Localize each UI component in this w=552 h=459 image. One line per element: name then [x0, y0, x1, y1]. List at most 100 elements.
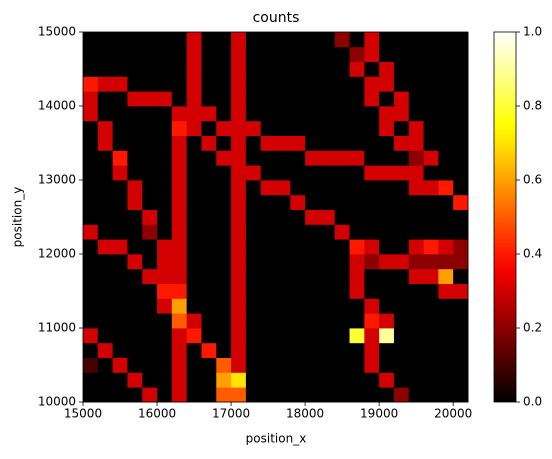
- heatmap-cell: [83, 298, 99, 314]
- heatmap-cell: [423, 357, 439, 373]
- heatmap-cell: [112, 268, 128, 284]
- heatmap-cell: [245, 313, 262, 329]
- heatmap-cell: [201, 224, 217, 240]
- heatmap-cell: [112, 357, 128, 373]
- heatmap-cell: [379, 268, 395, 284]
- heatmap-cell: [438, 372, 454, 388]
- heatmap-cell: [334, 357, 350, 373]
- heatmap-cell: [393, 283, 410, 299]
- heatmap-cell: [171, 106, 188, 122]
- heatmap-cell: [453, 106, 469, 122]
- heatmap-cell: [290, 32, 306, 48]
- heatmap-cell: [319, 194, 336, 210]
- heatmap-cell: [186, 106, 202, 122]
- heatmap-cell: [231, 224, 247, 240]
- heatmap-cell: [393, 150, 410, 166]
- heatmap-cell: [379, 165, 395, 181]
- heatmap-cell: [408, 254, 424, 270]
- heatmap-cell: [171, 357, 188, 373]
- heatmap-cell: [201, 283, 217, 299]
- heatmap-cell: [423, 165, 439, 181]
- heatmap-cell: [157, 357, 173, 373]
- heatmap-cell: [142, 180, 158, 196]
- heatmap-cell: [186, 180, 202, 196]
- heatmap-cell: [305, 328, 321, 344]
- heatmap-cell: [438, 120, 454, 136]
- heatmap-cell: [379, 61, 395, 77]
- heatmap-cell: [127, 150, 143, 166]
- heatmap-cell: [157, 387, 173, 403]
- heatmap-cell: [83, 135, 99, 151]
- heatmap-cell: [275, 298, 291, 314]
- heatmap-cell: [319, 106, 336, 122]
- heatmap-cell: [201, 298, 217, 314]
- heatmap-cell: [231, 372, 247, 388]
- heatmap-cell: [260, 342, 276, 358]
- heatmap-cell: [438, 239, 454, 255]
- heatmap-cell: [127, 239, 143, 255]
- heatmap-cell: [142, 224, 158, 240]
- heatmap-cell: [423, 254, 439, 270]
- heatmap-cell: [334, 224, 350, 240]
- heatmap-cell: [275, 46, 291, 62]
- heatmap-cell: [97, 76, 114, 92]
- heatmap-cell: [245, 342, 262, 358]
- heatmap-cell: [245, 283, 262, 299]
- heatmap-cell: [157, 209, 173, 225]
- heatmap-cell: [142, 298, 158, 314]
- heatmap-cell: [112, 283, 128, 299]
- heatmap-cell: [275, 342, 291, 358]
- heatmap-cell: [216, 91, 232, 107]
- heatmap-cell: [112, 165, 128, 181]
- heatmap-cell: [408, 32, 424, 48]
- heatmap-cell: [201, 165, 217, 181]
- heatmap-cell: [379, 298, 395, 314]
- heatmap-cell: [393, 135, 410, 151]
- heatmap-cell: [393, 342, 410, 358]
- heatmap-cell: [171, 387, 188, 403]
- heatmap-cell: [260, 32, 276, 48]
- heatmap-cell: [349, 32, 365, 48]
- heatmap-cell: [364, 106, 380, 122]
- heatmap-cell: [260, 150, 276, 166]
- heatmap-cell: [83, 239, 99, 255]
- heatmap-cell: [379, 106, 395, 122]
- heatmap-cell: [201, 313, 217, 329]
- heatmap-cell: [334, 180, 350, 196]
- heatmap-cell: [438, 298, 454, 314]
- heatmap-cell: [171, 194, 188, 210]
- heatmap-cell: [216, 342, 232, 358]
- heatmap-cell: [408, 46, 424, 62]
- heatmap-cell: [349, 120, 365, 136]
- heatmap-cell: [216, 372, 232, 388]
- heatmap-cell: [275, 194, 291, 210]
- heatmap-cell: [453, 342, 469, 358]
- heatmap-cell: [290, 120, 306, 136]
- heatmap-cell: [112, 254, 128, 270]
- heatmap-cell: [319, 239, 336, 255]
- heatmap-cell: [393, 76, 410, 92]
- heatmap-cell: [231, 32, 247, 48]
- heatmap-cell: [245, 150, 262, 166]
- heatmap-cell: [364, 135, 380, 151]
- heatmap-cell: [97, 91, 114, 107]
- heatmap-cell: [379, 135, 395, 151]
- heatmap-cell: [231, 46, 247, 62]
- colorbar-tick-label: 0.0: [523, 395, 542, 409]
- heatmap-cell: [364, 328, 380, 344]
- heatmap-cell: [423, 298, 439, 314]
- heatmap-cell: [349, 91, 365, 107]
- heatmap-cell: [438, 224, 454, 240]
- heatmap-cell: [290, 328, 306, 344]
- heatmap-cell: [319, 387, 336, 403]
- heatmap-cell: [393, 387, 410, 403]
- heatmap-cell: [97, 224, 114, 240]
- heatmap-cell: [201, 194, 217, 210]
- heatmap-cell: [201, 239, 217, 255]
- heatmap-cell: [334, 283, 350, 299]
- heatmap-cell: [305, 76, 321, 92]
- heatmap-cell: [349, 150, 365, 166]
- heatmap-cell: [290, 342, 306, 358]
- heatmap-cell: [349, 372, 365, 388]
- heatmap-cell: [201, 135, 217, 151]
